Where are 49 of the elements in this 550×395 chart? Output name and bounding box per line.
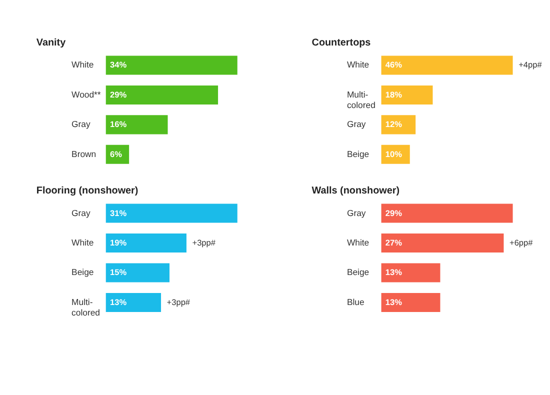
y-tick-label: Beige [346, 148, 370, 159]
data-label: 12% [385, 120, 403, 130]
bar [381, 56, 513, 75]
y-tick-label: Multi-colored [72, 296, 100, 318]
data-label: 13% [385, 268, 403, 278]
data-label: 16% [110, 120, 128, 130]
bar [106, 115, 168, 134]
y-tick-label: Gray [72, 208, 91, 218]
bar [106, 234, 186, 253]
y-tick-label: Wood** [72, 89, 102, 100]
bar [381, 85, 433, 104]
data-label: 10% [385, 150, 403, 159]
data-label: 27% [385, 238, 403, 248]
data-label: 13% [110, 298, 128, 307]
data-label: 34% [110, 60, 128, 70]
bar [106, 204, 238, 223]
y-tick-label: White [72, 60, 94, 70]
y-tick-label: Beige [346, 267, 370, 278]
y-tick-label: Blue [346, 296, 364, 307]
y-tick-label: Gray [346, 119, 366, 130]
data-label: 6% [110, 150, 123, 159]
bar [106, 56, 238, 75]
y-tick-label: Gray [346, 208, 366, 218]
chart-title: Flooring (nonshower) [36, 185, 138, 196]
chart-title: Countertops [312, 37, 372, 48]
annotation: +3pp# [192, 238, 216, 248]
y-tick-label: White [346, 238, 370, 248]
chart-title: Walls (nonshower) [312, 185, 400, 196]
data-label: 29% [385, 208, 403, 218]
annotation: +3pp# [166, 298, 190, 307]
y-tick-label: Gray [72, 119, 91, 130]
y-tick-label: Brown [72, 148, 96, 159]
data-label: 15% [110, 268, 128, 278]
bar [106, 263, 170, 282]
y-tick-label: Multi-colored [346, 89, 376, 110]
data-label: 46% [385, 60, 403, 70]
y-tick-label: Beige [72, 267, 94, 278]
data-label: 18% [385, 90, 403, 100]
y-tick-label: White [72, 238, 94, 248]
data-label: 31% [110, 208, 128, 218]
data-label: 13% [385, 298, 403, 307]
data-label: 29% [110, 90, 128, 100]
annotation: +6pp# [510, 238, 534, 248]
bar [106, 292, 162, 312]
y-tick-label: White [346, 60, 370, 70]
bar [106, 85, 218, 104]
data-label: 19% [110, 238, 128, 248]
chart-title: Vanity [36, 37, 66, 48]
annotation: +4pp# [518, 60, 542, 70]
